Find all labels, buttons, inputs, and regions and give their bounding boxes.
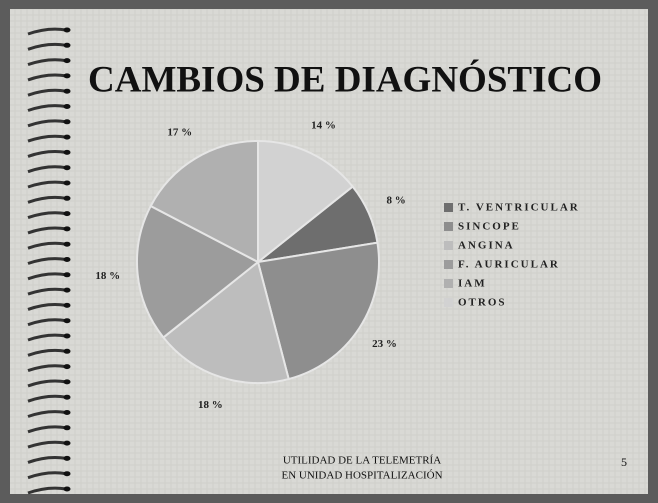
footer-line: UTILIDAD DE LA TELEMETRÍA <box>283 455 441 467</box>
ring-hole <box>64 379 71 384</box>
ring-hole <box>64 334 71 339</box>
footer-line: EN UNIDAD HOSPITALIZACIÓN <box>281 470 442 482</box>
ring-hole <box>64 226 71 231</box>
ring-hole <box>64 73 71 78</box>
legend-swatch <box>444 241 453 250</box>
ring-hole <box>64 58 71 63</box>
ring-hole <box>64 211 71 216</box>
ring-hole <box>64 410 71 415</box>
ring-hole <box>64 364 71 369</box>
ring-hole <box>64 272 71 277</box>
data-label: 17 % <box>167 126 192 138</box>
data-label: 23 % <box>372 338 397 350</box>
chart-title: CAMBIOS DE DIAGNÓSTICO <box>88 58 602 100</box>
ring-hole <box>64 303 71 308</box>
ring-hole <box>64 43 71 48</box>
data-label: 14 % <box>311 119 336 131</box>
legend-label: T. VENTRICULAR <box>458 202 580 214</box>
legend-label: IAM <box>458 278 487 290</box>
legend-label: SINCOPE <box>458 221 521 233</box>
ring-hole <box>64 89 71 94</box>
ring-hole <box>64 441 71 446</box>
ring-hole <box>64 425 71 430</box>
ring-hole <box>64 395 71 400</box>
legend-label: OTROS <box>458 297 507 309</box>
legend-swatch <box>444 222 453 231</box>
ring-hole <box>64 165 71 170</box>
ring-hole <box>64 135 71 140</box>
ring-hole <box>64 119 71 124</box>
data-label: 8 % <box>386 194 405 206</box>
legend-swatch <box>444 203 453 212</box>
legend-swatch <box>444 260 453 269</box>
legend-swatch <box>444 298 453 307</box>
ring-hole <box>64 28 71 33</box>
ring-hole <box>64 471 71 476</box>
ring-hole <box>64 288 71 293</box>
ring-hole <box>64 257 71 262</box>
ring-hole <box>64 318 71 323</box>
ring-hole <box>64 456 71 461</box>
ring-hole <box>64 487 71 492</box>
legend-label: ANGINA <box>458 240 515 252</box>
data-label: 18 % <box>95 270 120 282</box>
ring-hole <box>64 242 71 247</box>
ring-hole <box>64 196 71 201</box>
legend-label: F. AURICULAR <box>458 259 560 271</box>
page: CAMBIOS DE DIAGNÓSTICO 8 % 23 % 18 % 18 % 17… <box>0 0 658 503</box>
slide: CAMBIOS DE DIAGNÓSTICO 8 % 23 % 18 % 18 % 17… <box>0 0 658 503</box>
page-number: 5 <box>621 455 627 469</box>
ring-hole <box>64 150 71 155</box>
ring-hole <box>64 349 71 354</box>
ring-hole <box>64 104 71 109</box>
ring-hole <box>64 181 71 186</box>
legend-swatch <box>444 279 453 288</box>
data-label: 18 % <box>198 399 223 411</box>
